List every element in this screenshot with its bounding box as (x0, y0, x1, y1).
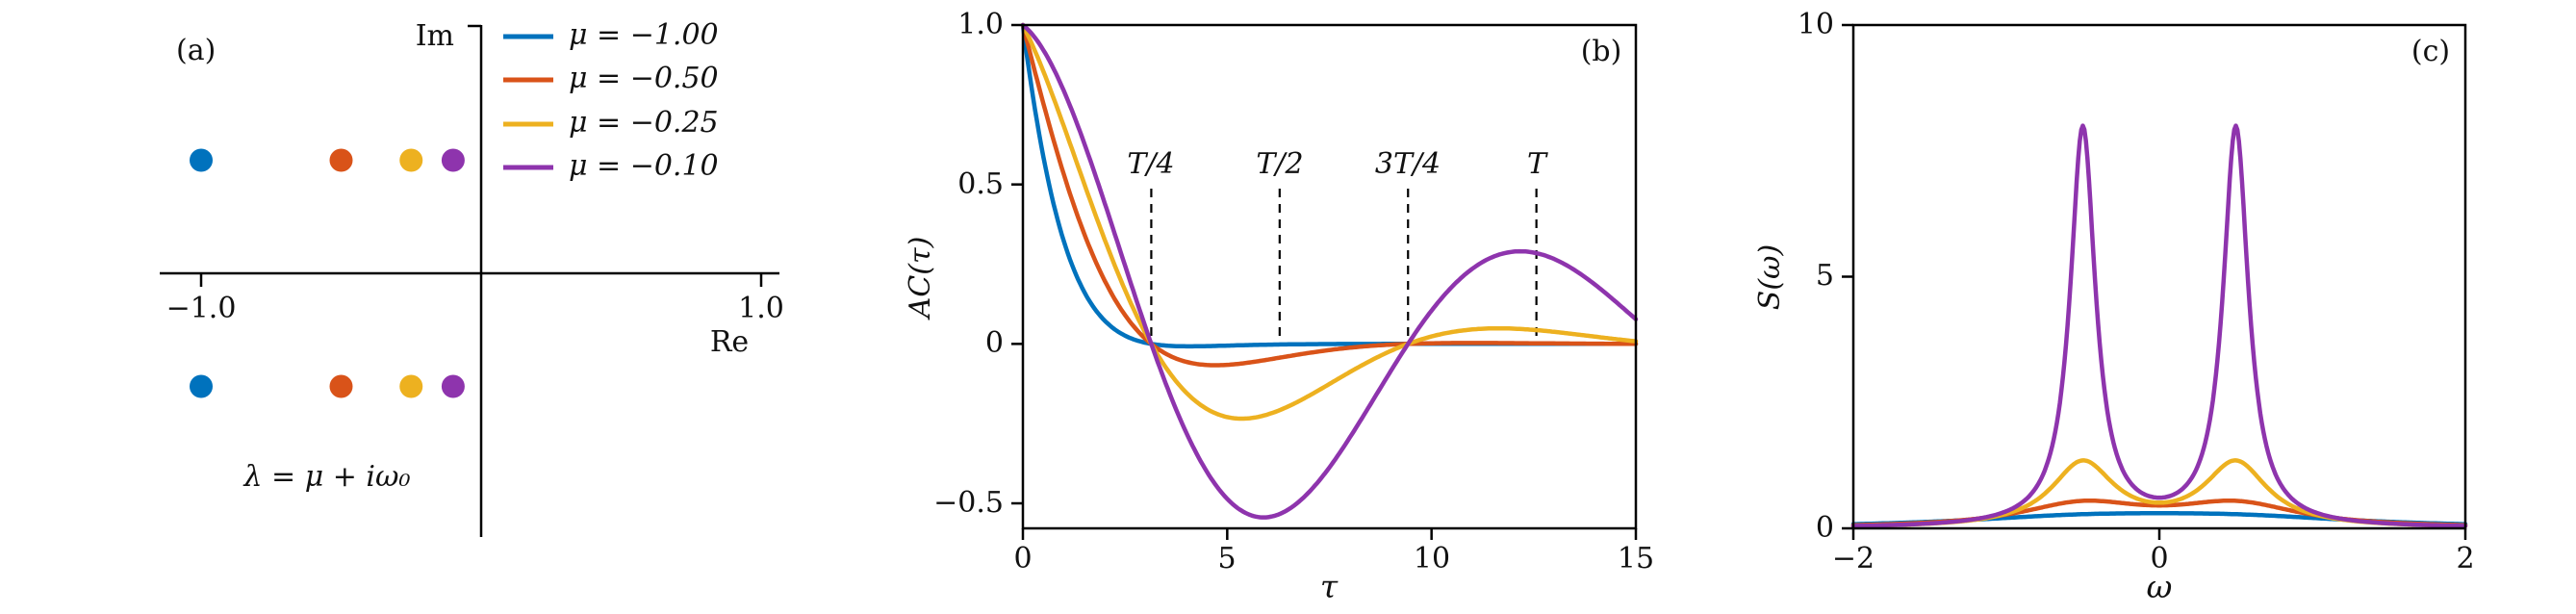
panel-c-ytick-label: 10 (1797, 8, 1834, 41)
eigenvalue-dot (190, 148, 213, 172)
spectrum-curve (1850, 458, 2468, 528)
panel-b-ytick-label: 0 (984, 326, 1004, 360)
panel-c-label: (c) (2410, 35, 2451, 68)
legend-label: μ = −0.25 (569, 106, 719, 140)
ac-curve (1020, 22, 1639, 422)
panel-c-xtick-label: 2 (2456, 542, 2475, 576)
panel-b-xtick-label: 15 (1617, 542, 1655, 576)
panel-a-ylabel: Im (415, 19, 454, 53)
panel-c-xtick-label: 0 (2150, 542, 2169, 576)
panel-b-ytick-label: 1.0 (957, 8, 1004, 41)
panel-a-xtick-label: −1.0 (166, 292, 237, 325)
panel-c-xtick-label: −2 (1831, 542, 1875, 576)
panel-b-xtick-label: 5 (1217, 542, 1237, 576)
ac-curve (1020, 22, 1639, 368)
eigenvalue-dot (329, 148, 353, 172)
spectrum-curve (1850, 123, 2468, 528)
eigenvalue-dot (190, 374, 213, 398)
panel-c-xlabel: ω (2146, 568, 2173, 605)
eigenvalue-dot (441, 374, 465, 398)
eigenvalue-dot (329, 374, 353, 398)
legend-label: μ = −0.50 (569, 62, 719, 95)
legend-label: μ = −0.10 (569, 149, 719, 183)
panel-b-ytick-label: −0.5 (933, 486, 1004, 520)
period-marker-label: 3T/4 (1374, 147, 1441, 181)
period-marker-label: T (1526, 147, 1547, 181)
panel-b-xtick-label: 10 (1413, 542, 1451, 576)
panel-b-ytick-label: 0.5 (957, 167, 1004, 201)
panel-b-xlabel: τ (1319, 568, 1339, 605)
eigenvalue-annotation: λ = μ + iω₀ (243, 460, 411, 494)
panel-c-ylabel: S(ω) (1752, 243, 1787, 311)
panel-b-ylabel: AC(τ) (903, 236, 937, 319)
panel-a-label: (a) (176, 34, 217, 67)
panel-c-ytick-label: 5 (1815, 259, 1834, 293)
legend-label: μ = −1.00 (569, 18, 719, 52)
panel-b-xtick-label: 0 (1013, 542, 1033, 576)
panel-b-frame (1021, 23, 1638, 530)
panel-a-xtick-label: 1.0 (738, 292, 784, 325)
panel-c-frame (1851, 23, 2467, 530)
ac-curve (1020, 22, 1639, 520)
eigenvalue-dot (399, 148, 423, 172)
period-marker-label: T/2 (1256, 147, 1304, 181)
eigenvalue-dot (399, 374, 423, 398)
panel-a-xlabel: Re (709, 325, 750, 359)
eigenvalue-dot (441, 148, 465, 172)
period-marker-label: T/4 (1127, 147, 1175, 181)
panel-b-label: (b) (1580, 35, 1622, 68)
panel-c-ytick-label: 0 (1815, 511, 1834, 545)
